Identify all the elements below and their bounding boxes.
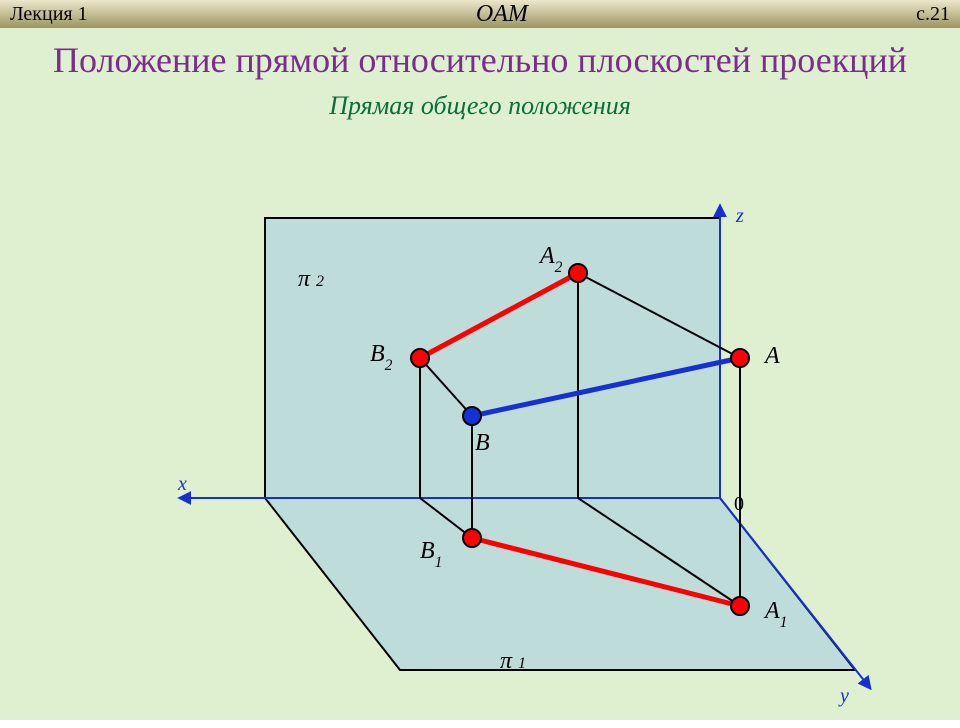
point-A1 bbox=[731, 597, 749, 615]
content-area: Положение прямой относительно плоскостей… bbox=[0, 28, 960, 720]
plane-pi1 bbox=[265, 498, 855, 670]
projection-diagram: xzy0A2B2ABB1A1π 2π 1 bbox=[80, 198, 880, 728]
axis-label-z: z bbox=[735, 205, 744, 227]
header-center: OAM bbox=[476, 1, 528, 28]
slide: Лекция 1 OAM с.21 Положение прямой относ… bbox=[0, 0, 960, 720]
header-left: Лекция 1 bbox=[10, 3, 88, 26]
header-bar: Лекция 1 OAM с.21 bbox=[0, 0, 960, 28]
slide-title: Положение прямой относительно плоскостей… bbox=[0, 40, 960, 81]
point-A2 bbox=[569, 264, 587, 282]
axis-label-x: x bbox=[177, 473, 187, 495]
point-B1 bbox=[463, 529, 481, 547]
point-B bbox=[463, 407, 481, 425]
plane-pi2 bbox=[265, 218, 720, 498]
diagram-area: xzy0A2B2ABB1A1π 2π 1 bbox=[0, 198, 960, 710]
point-A bbox=[731, 349, 749, 367]
point-label-A: A bbox=[763, 343, 780, 369]
point-B2 bbox=[411, 349, 429, 367]
header-right: с.21 bbox=[916, 3, 950, 26]
slide-subtitle: Прямая общего положения bbox=[0, 91, 960, 121]
axis-label-y: y bbox=[838, 685, 849, 707]
point-label-B: B bbox=[475, 430, 490, 456]
